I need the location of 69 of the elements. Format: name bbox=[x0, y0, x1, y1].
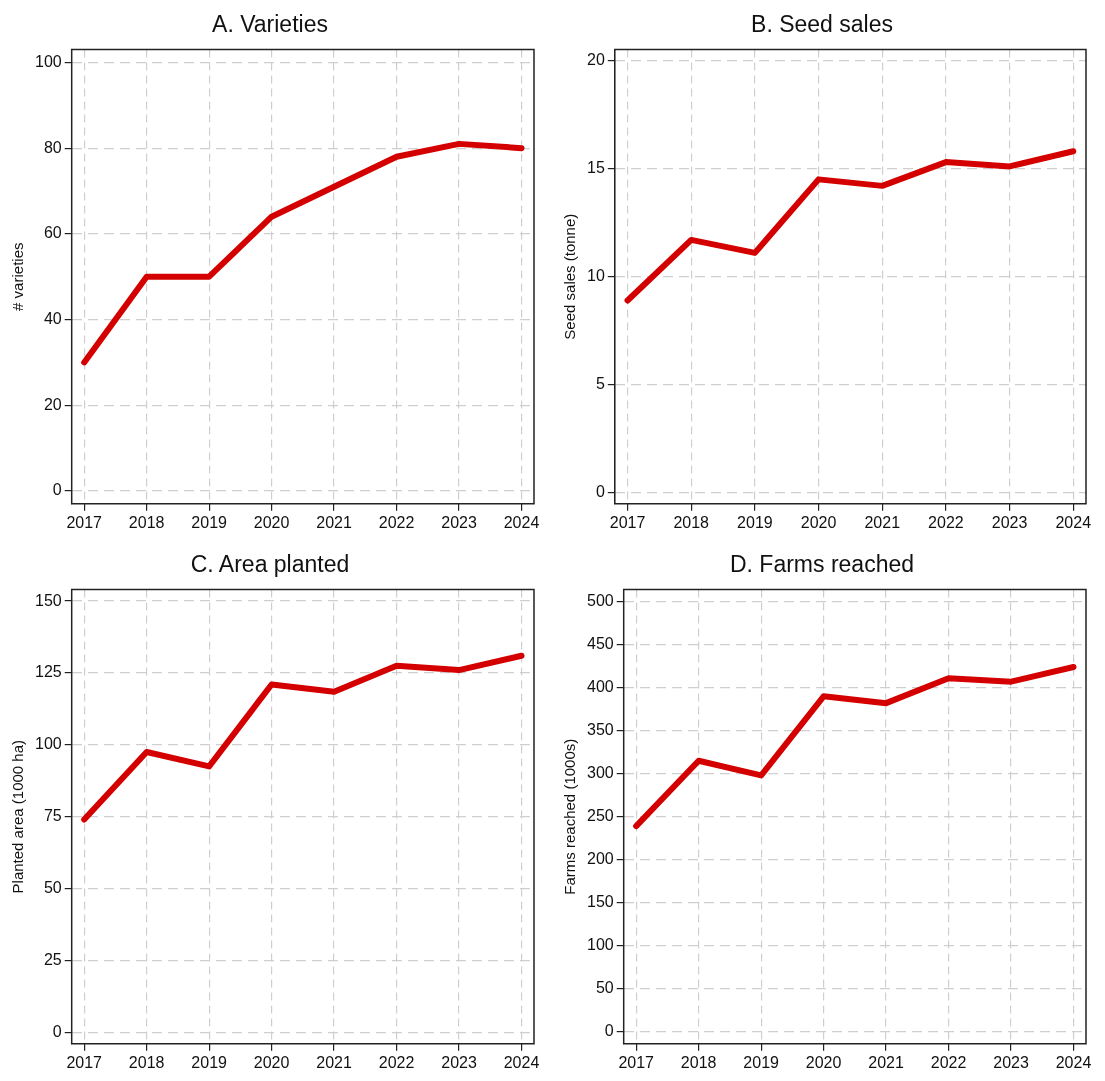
x-tick-label: 2024 bbox=[503, 1053, 540, 1071]
y-tick-label: 50 bbox=[43, 878, 62, 896]
x-tick-label: 2018 bbox=[673, 513, 710, 531]
chart-title: C. Area planted bbox=[190, 551, 350, 578]
x-tick-label: 2018 bbox=[128, 513, 165, 531]
x-tick-label: 2020 bbox=[253, 1053, 290, 1071]
y-tick-label: 15 bbox=[587, 158, 605, 176]
x-tick-label: 2022 bbox=[378, 513, 415, 531]
chart-title: D. Farms reached bbox=[729, 551, 915, 578]
y-axis-title: Seed sales (tonne) bbox=[561, 213, 579, 340]
y-tick-label: 350 bbox=[586, 721, 614, 739]
x-tick-label: 2020 bbox=[805, 1053, 842, 1071]
x-tick-label: 2023 bbox=[441, 1053, 477, 1071]
x-tick-label: 2023 bbox=[441, 513, 477, 531]
y-tick-label: 0 bbox=[52, 1022, 62, 1040]
y-tick-label: 150 bbox=[34, 591, 62, 609]
x-tick-label: 2019 bbox=[191, 1053, 228, 1071]
y-tick-label: 10 bbox=[587, 267, 605, 285]
x-tick-label: 2019 bbox=[743, 1053, 780, 1071]
y-tick-label: 450 bbox=[586, 635, 614, 653]
y-tick-label: 500 bbox=[586, 592, 614, 610]
y-tick-label: 200 bbox=[586, 850, 614, 868]
y-axis-title: # varieties bbox=[9, 242, 27, 311]
x-tick-label: 2024 bbox=[503, 513, 540, 531]
y-tick-label: 0 bbox=[604, 1022, 614, 1040]
y-tick-label: 5 bbox=[595, 375, 605, 393]
x-tick-label: 2022 bbox=[378, 1053, 415, 1071]
x-tick-label: 2024 bbox=[1055, 513, 1092, 531]
x-tick-label: 2021 bbox=[316, 513, 352, 531]
y-tick-label: 100 bbox=[586, 936, 614, 954]
y-tick-label: 75 bbox=[43, 807, 62, 825]
x-tick-label: 2023 bbox=[991, 513, 1028, 531]
chart-title: A. Varieties bbox=[212, 11, 328, 38]
y-tick-label: 100 bbox=[34, 52, 62, 70]
x-tick-label: 2019 bbox=[737, 513, 773, 531]
y-tick-label: 300 bbox=[586, 764, 614, 782]
y-tick-label: 50 bbox=[595, 979, 614, 997]
y-tick-label: 60 bbox=[43, 224, 62, 242]
y-tick-label: 40 bbox=[43, 309, 62, 327]
x-tick-label: 2017 bbox=[66, 513, 103, 531]
x-tick-label: 2017 bbox=[66, 1053, 103, 1071]
x-tick-label: 2019 bbox=[191, 513, 228, 531]
x-tick-label: 2023 bbox=[993, 1053, 1029, 1071]
x-tick-label: 2024 bbox=[1055, 1053, 1092, 1071]
x-tick-label: 2021 bbox=[864, 513, 901, 531]
y-tick-label: 20 bbox=[43, 395, 62, 413]
x-tick-label: 2022 bbox=[928, 513, 964, 531]
x-tick-label: 2020 bbox=[800, 513, 837, 531]
y-tick-label: 0 bbox=[52, 481, 62, 499]
x-tick-label: 2018 bbox=[680, 1053, 717, 1071]
x-tick-label: 2021 bbox=[316, 1053, 352, 1071]
y-tick-label: 125 bbox=[34, 663, 62, 681]
y-tick-label: 25 bbox=[43, 950, 62, 968]
x-tick-label: 2018 bbox=[128, 1053, 165, 1071]
y-axis-title: Farms reached (1000s) bbox=[561, 738, 579, 895]
y-tick-label: 0 bbox=[595, 483, 605, 501]
y-tick-label: 150 bbox=[586, 893, 614, 911]
y-tick-label: 250 bbox=[586, 807, 614, 825]
x-tick-label: 2021 bbox=[868, 1053, 904, 1071]
y-axis-title: Planted area (1000 ha) bbox=[9, 739, 27, 894]
y-tick-label: 400 bbox=[586, 678, 614, 696]
x-tick-label: 2017 bbox=[609, 513, 646, 531]
x-tick-label: 2017 bbox=[618, 1053, 655, 1071]
y-tick-label: 100 bbox=[34, 735, 62, 753]
chart-title: B. Seed sales bbox=[751, 11, 893, 38]
x-tick-label: 2022 bbox=[930, 1053, 967, 1071]
x-tick-label: 2020 bbox=[253, 513, 290, 531]
y-tick-label: 80 bbox=[43, 138, 62, 156]
y-tick-label: 20 bbox=[587, 50, 605, 68]
